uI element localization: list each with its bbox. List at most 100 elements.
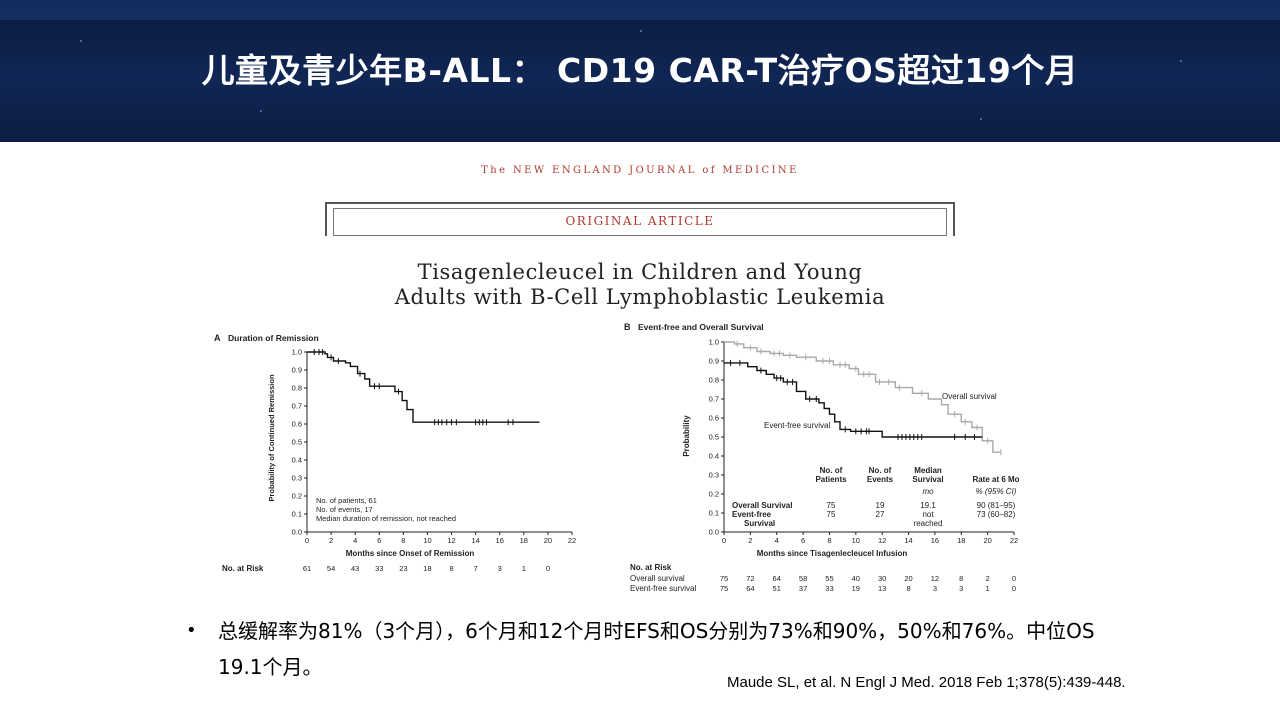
panel-b-letter: B xyxy=(624,322,631,332)
at-risk-count: 58 xyxy=(799,574,807,583)
paper-title-line-2: Adults with B-Cell Lymphoblastic Leukemi… xyxy=(394,285,886,309)
table-row-efs-median-2: reached xyxy=(914,519,943,528)
y-tick-label: 0.2 xyxy=(709,490,719,499)
at-risk-count: 43 xyxy=(351,564,359,573)
efs-series-label: Event-free survival xyxy=(764,421,830,430)
table-row-efs-rate: 73 (60–82) xyxy=(977,510,1016,519)
slide-title: 儿童及青少年B-ALL： CD19 CAR-T治疗OS超过19个月 xyxy=(201,51,1079,90)
panel-b-summary-table: No. of Patients No. of Events Median Sur… xyxy=(732,466,1020,528)
at-risk-count: 7 xyxy=(474,564,478,573)
y-tick-label: 1.0 xyxy=(292,348,302,357)
at-risk-count: 3 xyxy=(933,584,937,593)
x-tick-label: 0 xyxy=(305,536,309,545)
at-risk-count: 3 xyxy=(498,564,502,573)
at-risk-count: 61 xyxy=(303,564,311,573)
table-row-os-patients: 75 xyxy=(827,501,836,510)
table-header-rate: Rate at 6 Mo xyxy=(972,475,1019,484)
header-star xyxy=(260,110,262,112)
at-risk-count: 0 xyxy=(1012,584,1016,593)
panel-b-title: Event-free and Overall Survival xyxy=(638,322,764,332)
panel-b-at-risk-efs-label: Event-free survival xyxy=(630,584,696,593)
at-risk-count: 72 xyxy=(746,574,754,583)
x-tick-label: 6 xyxy=(801,536,805,545)
panel-a-note-median: Median duration of remission, not reache… xyxy=(316,514,456,523)
x-tick-label: 22 xyxy=(568,536,576,545)
header-star xyxy=(80,40,82,42)
at-risk-count: 30 xyxy=(878,574,886,583)
article-type-inner-frame: ORIGINAL ARTICLE xyxy=(333,208,947,236)
x-tick-label: 16 xyxy=(931,536,939,545)
panel-b-xlabel: Months since Tisagenlecleucel Infusion xyxy=(757,549,908,558)
y-tick-label: 0.3 xyxy=(709,471,719,480)
y-tick-label: 0.5 xyxy=(292,438,302,447)
y-tick-label: 0.7 xyxy=(292,402,302,411)
x-tick-label: 2 xyxy=(329,536,333,545)
header-star xyxy=(640,30,642,32)
y-tick-label: 0.2 xyxy=(292,492,302,501)
y-tick-label: 0.9 xyxy=(292,366,302,375)
x-tick-label: 18 xyxy=(520,536,528,545)
at-risk-count: 19 xyxy=(852,584,860,593)
x-tick-label: 4 xyxy=(353,536,357,545)
y-tick-label: 0.9 xyxy=(709,357,719,366)
y-tick-label: 0.0 xyxy=(292,528,302,537)
at-risk-count: 75 xyxy=(720,584,728,593)
at-risk-count: 54 xyxy=(327,564,335,573)
header-star xyxy=(1180,60,1182,62)
bullet-marker: • xyxy=(186,620,197,641)
summary-bullet-text: 总缓解率为81%（3个月），6个月和12个月时EFS和OS分别为73%和90%，… xyxy=(218,619,1095,679)
x-tick-label: 20 xyxy=(983,536,991,545)
at-risk-count: 1 xyxy=(522,564,526,573)
citation: Maude SL, et al. N Engl J Med. 2018 Feb … xyxy=(727,674,1126,691)
table-row-os-events: 19 xyxy=(876,501,885,510)
at-risk-count: 20 xyxy=(904,574,912,583)
table-row-efs-label-2: Survival xyxy=(744,519,775,528)
panel-b-at-risk-rows: 75 72 64 58 55 40 30 20 12 8 2 075 64 51 37 33 19 13 8 3 3 1 0 xyxy=(720,574,1016,593)
paper-title-line-1: Tisagenlecleucel in Children and Young xyxy=(417,260,863,284)
duration-of-remission-chart: A Duration of Remission 0.00.10.20.30.40… xyxy=(214,333,576,573)
at-risk-count: 64 xyxy=(746,584,754,593)
at-risk-count: 0 xyxy=(546,564,550,573)
table-row-efs-label-1: Event-free xyxy=(732,510,772,519)
at-risk-count: 33 xyxy=(825,584,833,593)
article-type-box: ORIGINAL ARTICLE xyxy=(325,202,955,236)
x-tick-label: 10 xyxy=(852,536,860,545)
y-tick-label: 0.8 xyxy=(292,384,302,393)
at-risk-count: 51 xyxy=(773,584,781,593)
x-tick-label: 14 xyxy=(904,536,912,545)
table-unit-median: mo xyxy=(922,487,934,496)
y-tick-label: 0.1 xyxy=(709,509,719,518)
header-star xyxy=(980,118,982,120)
panel-a-note-events: No. of events, 17 xyxy=(316,505,373,514)
at-risk-count: 55 xyxy=(825,574,833,583)
y-tick-label: 0.1 xyxy=(292,510,302,519)
at-risk-count: 64 xyxy=(773,574,781,583)
y-tick-label: 0.6 xyxy=(292,420,302,429)
at-risk-count: 8 xyxy=(906,584,910,593)
panel-b-at-risk-label: No. at Risk xyxy=(630,563,672,572)
x-tick-label: 8 xyxy=(401,536,405,545)
y-tick-label: 0.7 xyxy=(709,395,719,404)
at-risk-count: 18 xyxy=(423,564,431,573)
at-risk-count: 1 xyxy=(986,584,990,593)
panel-a-ylabel: Probability of Continued Remission xyxy=(267,374,276,502)
at-risk-count: 37 xyxy=(799,584,807,593)
header-top-band xyxy=(0,0,1280,20)
panel-a-xlabel: Months since Onset of Remission xyxy=(346,549,475,558)
table-row-efs-events: 27 xyxy=(876,510,885,519)
y-tick-label: 1.0 xyxy=(709,338,719,347)
at-risk-count: 23 xyxy=(399,564,407,573)
x-tick-label: 10 xyxy=(423,536,431,545)
panel-a-letter: A xyxy=(214,333,221,343)
slide-header: 儿童及青少年B-ALL： CD19 CAR-T治疗OS超过19个月 xyxy=(0,0,1280,142)
x-tick-label: 18 xyxy=(957,536,965,545)
event-free-and-overall-survival-chart: B Event-free and Overall Survival 0.0 0.1… xyxy=(624,322,1020,593)
remission-curve xyxy=(307,351,540,423)
at-risk-count: 8 xyxy=(449,564,453,573)
article-type-label: ORIGINAL ARTICLE xyxy=(565,214,715,228)
x-tick-label: 4 xyxy=(775,536,779,545)
at-risk-count: 33 xyxy=(375,564,383,573)
x-tick-label: 16 xyxy=(496,536,504,545)
table-row-os-rate: 90 (81–95) xyxy=(977,501,1016,510)
journal-name: The NEW ENGLAND JOURNAL of MEDICINE xyxy=(481,165,799,176)
